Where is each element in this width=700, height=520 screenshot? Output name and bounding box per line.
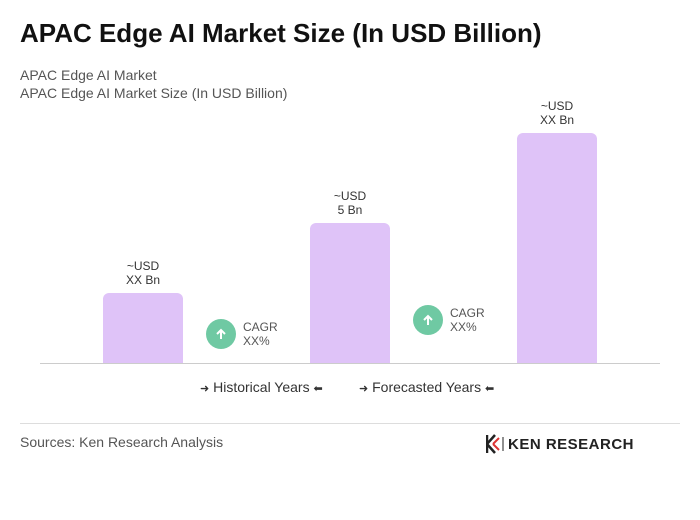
logo: KEN RESEARCH (486, 433, 634, 455)
chart-subtitle: APAC Edge AI Market (20, 67, 157, 83)
cagr-icon (206, 319, 236, 349)
logo-icon (486, 434, 504, 454)
legend-item: ➜ Forecasted Years ⬅ (359, 379, 495, 395)
annotation: CAGR XX% (243, 320, 278, 348)
arrow-up (216, 328, 226, 339)
data-label: ~USD XX Bn (539, 99, 575, 127)
data-label: ~USD 5 Bn (333, 188, 367, 217)
data-label: ~USD XX Bn (125, 258, 161, 287)
logo-text: KEN RESEARCH (508, 435, 635, 453)
baseline (40, 363, 660, 364)
annotation: CAGR XX% (450, 306, 485, 334)
bar (103, 292, 183, 363)
bar (310, 222, 390, 363)
axis-label: APAC Edge AI Market Size (In USD Billion… (20, 85, 288, 101)
legend-label: Forecasted Years (372, 379, 482, 395)
legend-label: Historical Years (213, 379, 310, 395)
source: Sources: Ken Research Analysis (20, 434, 224, 450)
chart-title: APAC Edge AI Market Size (In USD Billion… (20, 18, 542, 48)
legend-item: ➜ Historical Years ⬅ (200, 379, 323, 395)
arrow-up (423, 314, 433, 325)
bar (517, 133, 597, 363)
separator (20, 423, 680, 424)
cagr-icon (413, 305, 443, 335)
